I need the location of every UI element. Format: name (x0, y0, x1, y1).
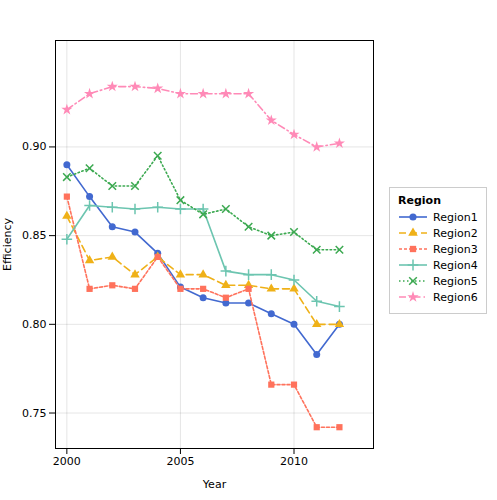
svg-text:0.80: 0.80 (22, 318, 47, 331)
html-text:Region1: Region1 (433, 210, 478, 224)
svg-text:0.85: 0.85 (22, 229, 47, 242)
svg-text:Efficiency: Efficiency (1, 218, 14, 271)
html-text:Region4: Region4 (433, 258, 478, 272)
html-text:Region3: Region3 (433, 242, 478, 256)
html-text:Region2: Region2 (433, 226, 478, 240)
html-text:Region: Region (398, 193, 441, 207)
svg-text:2010: 2010 (280, 455, 308, 468)
html-text:Region6: Region6 (433, 290, 478, 304)
svg-text:2000: 2000 (53, 455, 81, 468)
svg-text:Year: Year (202, 478, 227, 491)
svg-text:0.90: 0.90 (22, 140, 47, 153)
svg-text:2005: 2005 (166, 455, 194, 468)
html-text:Region5: Region5 (433, 274, 478, 288)
svg-text:0.75: 0.75 (22, 407, 47, 420)
